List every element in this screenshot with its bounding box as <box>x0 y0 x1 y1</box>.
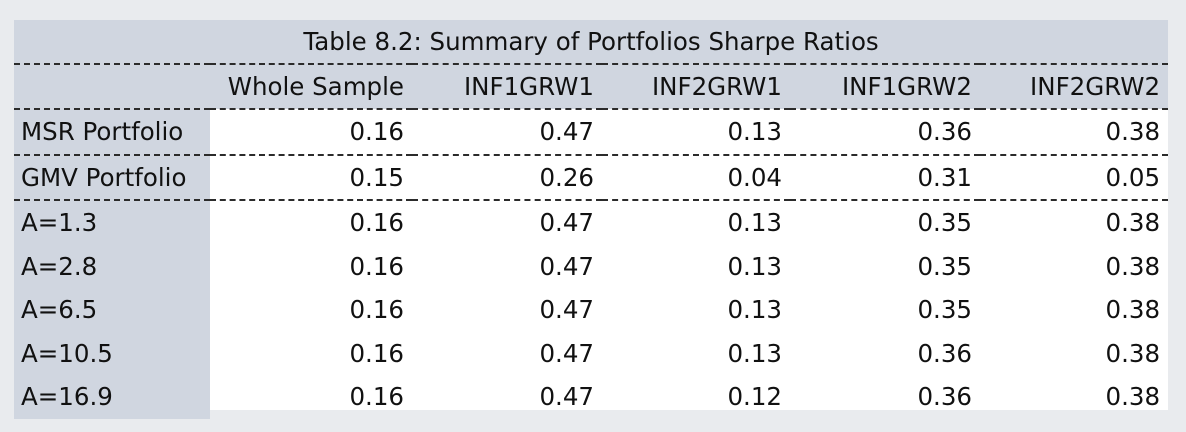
table-cell: 0.13 <box>727 295 782 325</box>
row-label-gmv-portfolio: GMV Portfolio <box>14 154 210 201</box>
table-row: A=2.8 0.16 0.47 0.13 0.35 0.38 <box>14 244 1168 288</box>
table-caption: Table 8.2: Summary of Portfolios Sharpe … <box>14 20 1169 65</box>
table-row: GMV Portfolio 0.15 0.26 0.04 0.31 0.05 <box>14 154 1169 201</box>
column-header-whole-sample: Whole Sample <box>210 64 412 110</box>
row-label-a-6-5: A=6.5 <box>14 288 210 332</box>
column-header-inf1grw1: INF1GRW1 <box>412 64 602 110</box>
table-cell: 0.31 <box>790 154 980 201</box>
row-label-a-10-5: A=10.5 <box>14 331 210 375</box>
table-row: MSR Portfolio 0.16 0.47 0.13 0.36 0.38 <box>14 109 1169 156</box>
table-cell: 0.04 <box>602 154 790 201</box>
table-cell: 0.13 <box>727 251 782 281</box>
table-cell: 0.35 <box>917 295 972 325</box>
table-cell: 0.16 <box>349 208 404 238</box>
column-header-row: Whole Sample INF1GRW1 INF2GRW1 INF1GRW2 … <box>14 64 1169 110</box>
table-cell: 0.13 <box>602 109 790 156</box>
column-header-inf2grw2: INF2GRW2 <box>980 64 1169 110</box>
table-cell: 0.36 <box>917 382 972 412</box>
table-cell: 0.47 <box>539 382 594 412</box>
table-cell: 0.38 <box>1105 382 1161 412</box>
table-cell: 0.15 <box>210 154 412 201</box>
table-cell: 0.38 <box>1105 251 1161 281</box>
column-header-inf1grw2: INF1GRW2 <box>790 64 980 110</box>
table-cell: 0.47 <box>539 338 594 368</box>
row-label-a-2-8: A=2.8 <box>14 244 210 288</box>
table-cell: 0.13 <box>727 338 782 368</box>
table-row: A=16.9 0.16 0.47 0.12 0.36 0.38 <box>14 375 1168 419</box>
sharpe-ratio-table: Table 8.2: Summary of Portfolios Sharpe … <box>14 20 1169 419</box>
table-cell: 0.16 <box>349 338 404 368</box>
table-row: A=6.5 0.16 0.47 0.13 0.35 0.38 <box>14 288 1168 332</box>
table-cell: 0.16 <box>210 109 412 156</box>
table-row: A=1.3 0.16 0.47 0.13 0.35 0.38 <box>14 200 1168 245</box>
table-cell: 0.47 <box>539 208 594 238</box>
table-cell: 0.36 <box>917 338 972 368</box>
row-label-a-1-3: A=1.3 <box>14 200 210 245</box>
row-label-a-16-9: A=16.9 <box>14 375 210 419</box>
table-cell: 0.38 <box>1105 338 1161 368</box>
sharpe-ratio-table-frame: Table 8.2: Summary of Portfolios Sharpe … <box>14 20 1169 419</box>
table-cell: 0.47 <box>539 251 594 281</box>
table-cell: 0.26 <box>412 154 602 201</box>
table-cell: 0.47 <box>539 295 594 325</box>
table-cell: 0.38 <box>1105 295 1161 325</box>
header-corner-cell <box>14 64 210 110</box>
table-cell: 0.38 <box>980 109 1169 156</box>
column-header-inf2grw1: INF2GRW1 <box>602 64 790 110</box>
table-cell: 0.47 <box>412 109 602 156</box>
table-cell: 0.12 <box>727 382 782 412</box>
table-cell: 0.05 <box>980 154 1169 201</box>
table-cell: 0.13 <box>727 208 782 238</box>
table-cell: 0.16 <box>349 382 404 412</box>
table-cell: 0.35 <box>917 208 972 238</box>
table-caption-row: Table 8.2: Summary of Portfolios Sharpe … <box>14 20 1169 65</box>
table-row: A=10.5 0.16 0.47 0.13 0.36 0.38 <box>14 331 1168 375</box>
table-cell: 0.16 <box>349 251 404 281</box>
table-cell: 0.16 <box>349 295 404 325</box>
row-label-msr-portfolio: MSR Portfolio <box>14 109 210 156</box>
table-cell: 0.38 <box>1105 208 1161 238</box>
table-cell: 0.36 <box>790 109 980 156</box>
table-cell: 0.35 <box>917 251 972 281</box>
